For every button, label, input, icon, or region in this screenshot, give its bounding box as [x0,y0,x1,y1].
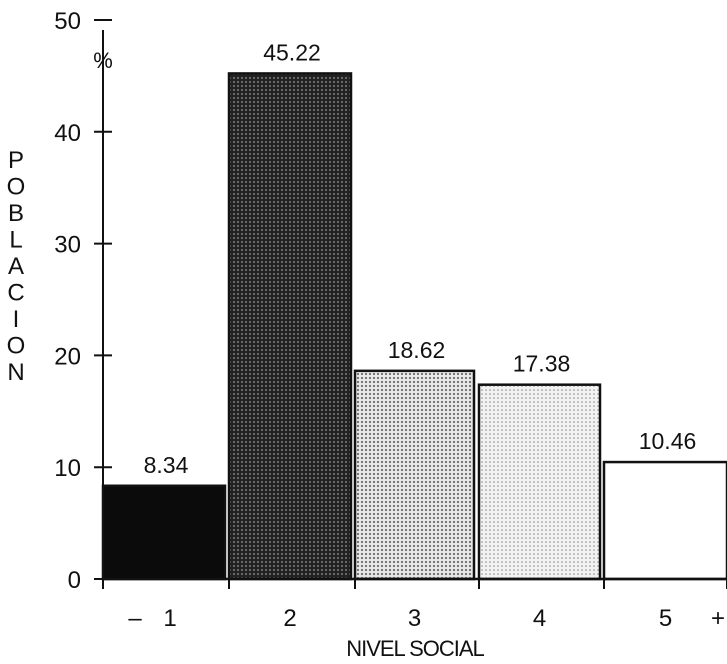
value-label-3: 18.62 [388,337,446,363]
y-tick-label-20: 20 [54,343,81,370]
bar-1 [101,484,227,581]
y-tick-label-0: 0 [68,567,81,594]
x-tick-label-1: 1 [163,605,176,632]
bar-3 [353,369,476,581]
value-label-4: 17.38 [513,351,571,377]
x-tick-label-2: 2 [283,605,296,632]
x-tick-label-4: 4 [533,605,546,632]
x-axis-title: NIVEL SOCIAL [346,636,484,661]
y-unit-label: % [93,48,113,73]
y-axis-title-letter: C [7,280,24,307]
x-tick-label-5: 5 [659,605,672,632]
value-label-5: 10.46 [639,428,697,454]
y-axis-title-letter: L [9,227,22,254]
x-tick-label-3: 3 [408,605,421,632]
y-tick-label-30: 30 [54,232,81,259]
y-tick-label-10: 10 [54,455,81,482]
bar-5 [602,460,727,581]
y-axis-title-letter: I [13,306,20,333]
x-min-marker: – [128,605,142,632]
value-label-1: 8.34 [144,452,189,478]
y-tick-label-40: 40 [54,120,81,147]
y-tick-label-50: 50 [54,8,81,35]
y-axis-title-letter: A [8,253,24,280]
x-max-marker: + [711,605,725,632]
y-axis-title-letter: P [8,147,24,174]
bar-2 [227,72,353,581]
value-label-2: 45.22 [263,39,321,65]
y-axis-title-letter: O [7,174,26,201]
y-axis-title-letter: O [7,333,26,360]
y-axis-title-letter: N [7,359,24,386]
y-axis-title-letter: B [8,200,24,227]
bar-4 [477,383,602,581]
